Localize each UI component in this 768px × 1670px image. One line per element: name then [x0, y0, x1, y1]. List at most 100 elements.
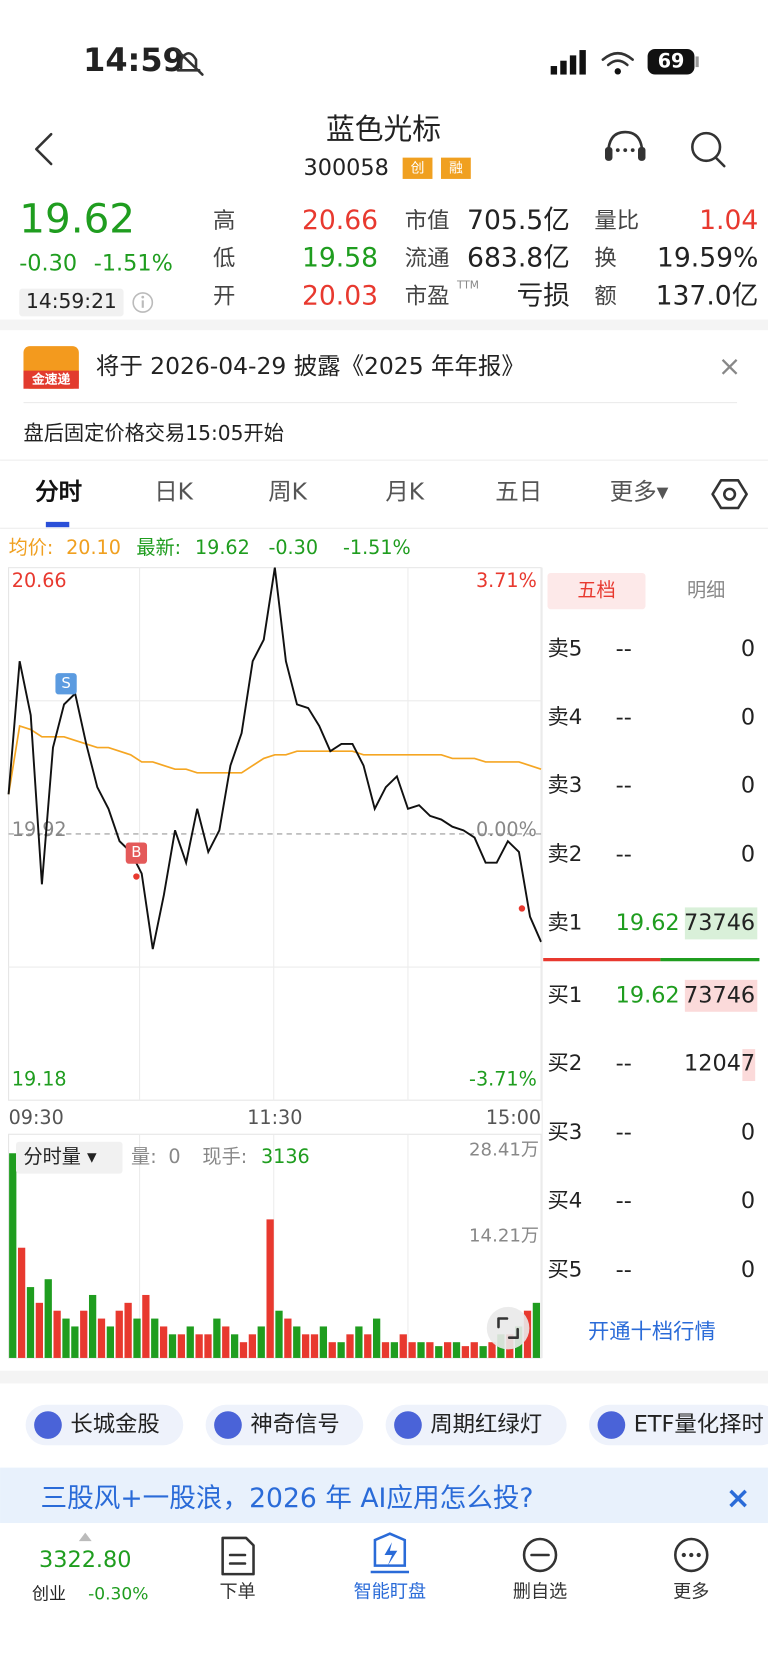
time-tick-label: 09:30 [9, 1106, 64, 1129]
index-arrow [78, 1532, 92, 1542]
book-volume: 12047 [684, 1050, 755, 1076]
badge [440, 157, 471, 179]
book-tab-active[interactable] [547, 572, 646, 610]
period-tab[interactable]: 五日 [495, 478, 542, 506]
hand-value: 3136 [261, 1145, 310, 1168]
banner[interactable] [0, 1467, 768, 1524]
volume-bar [266, 1219, 274, 1358]
chip-label[interactable]: ETF量化择时 [634, 1412, 764, 1438]
settings-button[interactable] [711, 479, 748, 510]
volume-bar [426, 1342, 434, 1358]
period-tab[interactable]: 日K [154, 478, 193, 506]
back-button[interactable] [34, 132, 53, 166]
chip[interactable] [25, 1404, 184, 1446]
battery-level: 69 [658, 49, 685, 72]
period-tab[interactable]: 月K [385, 478, 424, 506]
book-price: -- [616, 636, 632, 662]
notice-close[interactable]: × [718, 349, 741, 382]
volume-bar [479, 1346, 487, 1358]
chip-label[interactable]: 长城金股 [70, 1412, 159, 1438]
chip-label[interactable]: 周期红绿灯 [430, 1412, 542, 1438]
chip[interactable] [205, 1404, 364, 1446]
book-label: 卖4 [547, 705, 582, 730]
average [7, 724, 542, 795]
volume-bar [284, 1318, 292, 1358]
book-volume: 0 [741, 1120, 755, 1146]
price-tick-label: 19.18 [12, 1067, 67, 1090]
nav-label[interactable]: 下单 [219, 1581, 255, 1602]
monitor-icon[interactable] [370, 1532, 410, 1574]
index-name: 创业 [32, 1584, 66, 1604]
upgrade-link[interactable]: 开通十档行情 [588, 1319, 716, 1344]
chip[interactable] [385, 1404, 567, 1446]
volume-selector[interactable] [16, 1141, 123, 1174]
volume-bar [62, 1318, 70, 1358]
pct-tick-label: 3.71% [476, 569, 537, 592]
remove-icon[interactable] [522, 1537, 558, 1573]
trade-dot [518, 905, 526, 912]
book-label: 买2 [547, 1051, 582, 1076]
index-value[interactable]: 3322.80 [39, 1547, 131, 1573]
banner-close[interactable]: × [726, 1481, 751, 1516]
volume-bar [106, 1326, 115, 1358]
volume-bar [35, 1302, 44, 1358]
book-tab[interactable]: 五档 [577, 579, 615, 602]
chip-icon [34, 1411, 62, 1439]
info-icon[interactable] [132, 292, 154, 313]
service-button[interactable] [604, 130, 646, 161]
avg-value: 20.10 [66, 536, 121, 559]
volume-bar [452, 1342, 461, 1358]
nav-label[interactable]: 更多 [673, 1581, 709, 1602]
volume-bar [26, 1287, 35, 1358]
field-value: 705.5亿 [467, 205, 570, 236]
period-tab[interactable]: 更多▾ [610, 478, 669, 506]
chip[interactable] [589, 1404, 768, 1446]
volume-bar [328, 1342, 336, 1358]
field-value: 19.58 [302, 242, 378, 273]
volume-bar [195, 1334, 203, 1358]
book-tab[interactable]: 明细 [687, 579, 725, 602]
quote-time: 14:59:21 [26, 289, 117, 313]
banner-text[interactable]: 三股风+一股浪，2026 年 AI应用怎么投? [41, 1483, 534, 1514]
period-tab[interactable]: 周K [268, 478, 307, 506]
volume-bar [177, 1334, 186, 1358]
badge-text: 创 [411, 160, 425, 176]
hand-label: 现手: [202, 1145, 247, 1168]
volume-bar [293, 1326, 301, 1358]
search-button[interactable] [691, 131, 726, 168]
chip-label[interactable]: 神奇信号 [250, 1412, 339, 1438]
sell-mark[interactable] [55, 673, 77, 695]
buy-mark[interactable] [125, 842, 148, 864]
fullscreen-button[interactable] [486, 1306, 530, 1350]
volume-bar [9, 1153, 17, 1358]
field-label: 额 [594, 284, 616, 310]
book-label: 买4 [547, 1188, 582, 1213]
last-price: 19.62 [19, 195, 135, 243]
nav-label[interactable]: 删自选 [513, 1581, 567, 1602]
field-label: 高 [213, 208, 235, 234]
section-gap [0, 1370, 768, 1384]
mute-icon [174, 47, 204, 76]
notice-text[interactable]: 将于 2026-04-29 披露《2025 年年报》 [96, 352, 525, 380]
volume-bar [230, 1334, 239, 1358]
bottom-nav: 下单 智能盯盘 删自选 更多 [219, 1581, 709, 1602]
book-volume: 0 [741, 773, 755, 799]
volume-frame [8, 1133, 542, 1359]
more-icon[interactable] [674, 1537, 709, 1573]
section-gap [0, 319, 768, 331]
period-tab[interactable]: 分时 [35, 478, 82, 506]
field-label: 流通 [405, 245, 450, 271]
order-icon[interactable] [221, 1536, 255, 1576]
last-change: -0.30 [268, 536, 318, 559]
nav-label[interactable]: 智能盯盘 [354, 1581, 426, 1602]
field-value: 137.0亿 [656, 281, 759, 312]
field-label: 开 [213, 284, 235, 310]
volume-bar [301, 1334, 310, 1358]
wifi-icon [601, 51, 634, 75]
book-volume: 73746 [684, 982, 755, 1008]
volume-bar [337, 1342, 345, 1358]
volume-bar [488, 1342, 496, 1358]
book-volume: 0 [741, 704, 755, 730]
amount-value: 0 [168, 1145, 180, 1168]
